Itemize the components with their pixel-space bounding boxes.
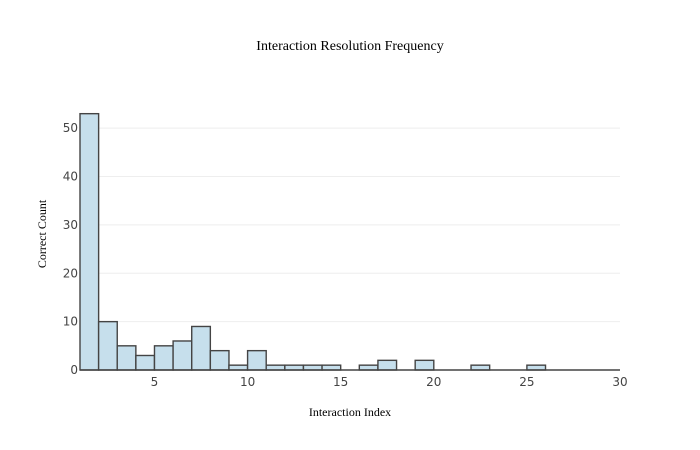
bar-bin-2 <box>97 320 118 371</box>
x-tick-label-10: 10 <box>240 375 255 389</box>
x-tick-labels: 5 10 15 20 25 30 <box>151 375 628 389</box>
x-tick-label-15: 15 <box>333 375 348 389</box>
chart-title: Interaction Resolution Frequency <box>256 39 443 54</box>
bar-bin-4 <box>135 354 156 371</box>
y-axis-title: Correct Count <box>35 199 49 268</box>
y-tick-label-40: 40 <box>63 170 78 184</box>
bar-bin-7 <box>191 325 212 371</box>
x-tick-label-20: 20 <box>426 375 441 389</box>
bar-bin-10 <box>246 349 267 371</box>
bar-bin-8 <box>209 349 230 371</box>
y-tick-label-30: 30 <box>63 218 78 232</box>
bar-bin-17 <box>377 359 398 371</box>
x-tick-label-30: 30 <box>612 375 627 389</box>
y-tick-label-10: 10 <box>63 315 78 329</box>
bar-bin-1 <box>79 112 100 371</box>
bar-bin-5 <box>153 345 174 371</box>
y-tick-label-20: 20 <box>63 266 78 280</box>
x-tick-label-5: 5 <box>151 375 159 389</box>
bar-bin-19 <box>414 359 435 371</box>
y-tick-label-0: 0 <box>70 363 78 377</box>
bars <box>79 112 547 371</box>
bar-bin-3 <box>116 345 137 371</box>
x-axis-title: Interaction Index <box>309 405 391 419</box>
gridlines <box>80 127 620 323</box>
x-tick-label-25: 25 <box>519 375 534 389</box>
bar-bin-6 <box>172 340 193 371</box>
y-tick-label-50: 50 <box>63 121 78 135</box>
y-tick-labels: 0 10 20 30 40 50 <box>63 121 78 377</box>
